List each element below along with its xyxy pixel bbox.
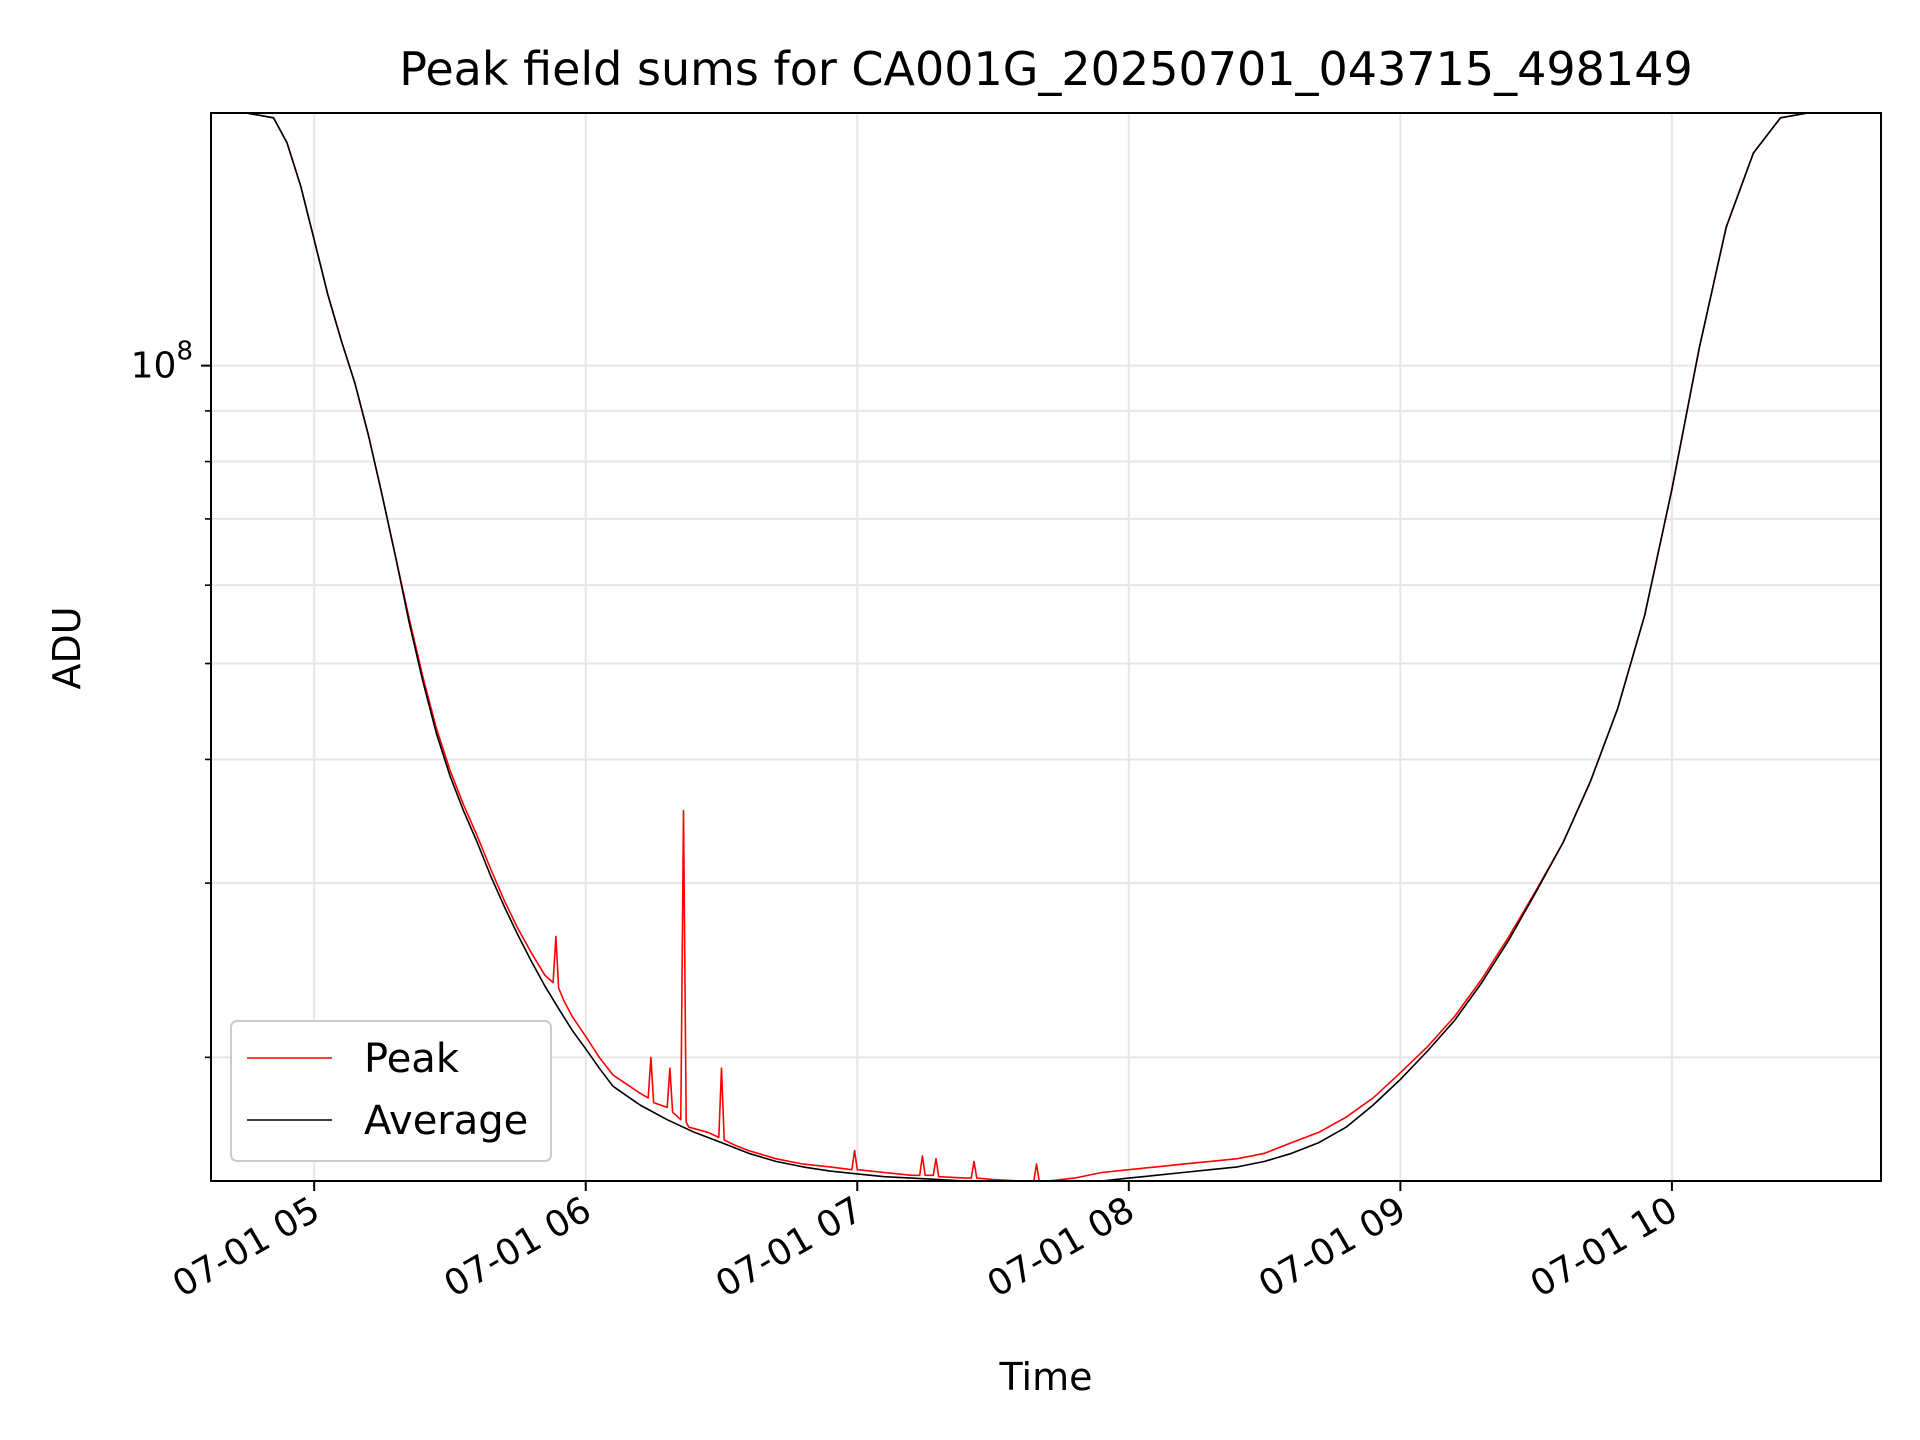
grid xyxy=(211,113,1881,1181)
y-tick-label-base: 10 xyxy=(131,346,177,387)
series-line-average xyxy=(211,112,1881,1182)
x-axis-label: Time xyxy=(999,1355,1093,1399)
legend: Peak Average xyxy=(230,1020,552,1162)
legend-label-peak: Peak xyxy=(364,1036,460,1082)
y-axis-label: ADU xyxy=(45,606,89,689)
legend-box xyxy=(230,1020,552,1162)
y-tick-label: 108 xyxy=(131,337,193,387)
series-group xyxy=(211,112,1881,1182)
series-line-peak xyxy=(211,112,1881,1182)
legend-label-average: Average xyxy=(364,1098,528,1144)
chart-title: Peak field sums for CA001G_20250701_0437… xyxy=(399,42,1692,96)
y-tick-label-exponent: 8 xyxy=(176,337,193,367)
plot-frame xyxy=(210,112,1882,1182)
